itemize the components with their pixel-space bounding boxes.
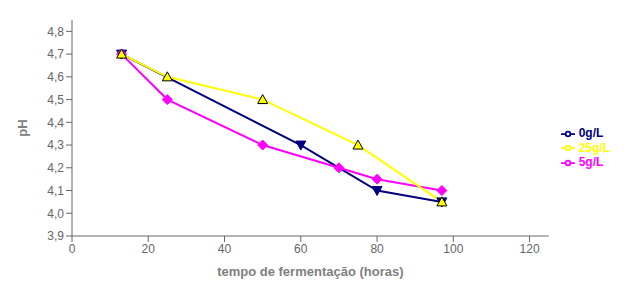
svg-text:40: 40	[218, 242, 232, 256]
svg-text:4,0: 4,0	[47, 207, 64, 221]
html-text:0g/L: 0g/L	[578, 125, 604, 140]
svg-text:0: 0	[69, 242, 76, 256]
svg-text:4,3: 4,3	[47, 138, 64, 152]
svg-text:120: 120	[520, 242, 540, 256]
svg-text:4,1: 4,1	[47, 184, 64, 198]
svg-text:4,6: 4,6	[47, 70, 64, 84]
svg-text:tempo de fermentação (horas): tempo de fermentação (horas)	[217, 264, 403, 279]
svg-text:4,2: 4,2	[47, 161, 64, 175]
svg-text:20: 20	[142, 242, 156, 256]
svg-text:4,5: 4,5	[47, 93, 64, 107]
svg-text:4,8: 4,8	[47, 25, 64, 39]
svg-text:80: 80	[370, 242, 384, 256]
svg-text:3,9: 3,9	[47, 229, 64, 243]
svg-text:100: 100	[443, 242, 463, 256]
html-text:5g/L: 5g/L	[578, 155, 604, 170]
svg-text:60: 60	[294, 242, 308, 256]
html-text:25g/L: 25g/L	[578, 140, 610, 155]
svg-text:4,7: 4,7	[47, 47, 64, 61]
svg-text:pH: pH	[15, 119, 30, 136]
svg-text:4,4: 4,4	[47, 116, 64, 130]
